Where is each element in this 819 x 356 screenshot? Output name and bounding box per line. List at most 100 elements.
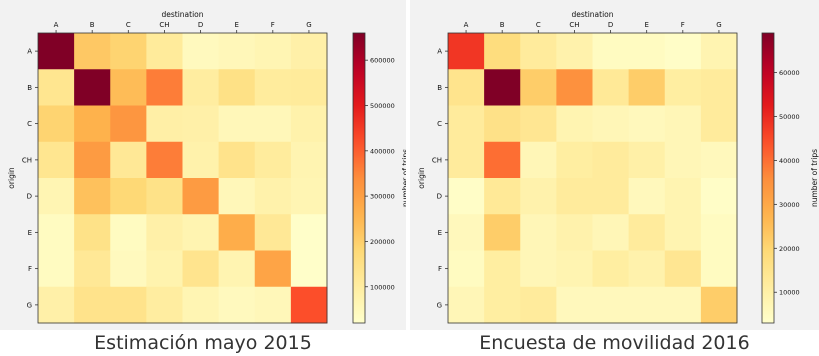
heatmap-cell <box>448 178 485 215</box>
heatmap-cell <box>290 286 328 324</box>
heatmap-cell <box>110 286 147 324</box>
y-tick-label: D <box>437 193 442 201</box>
heatmap-cell <box>290 178 328 215</box>
heatmap-cell <box>38 33 75 70</box>
heatmap-cell <box>484 214 521 251</box>
x-tick-label: A <box>54 21 59 29</box>
heatmap-cell <box>592 178 630 215</box>
heatmap-cell <box>556 178 593 215</box>
x-axis-label: destination <box>161 10 203 19</box>
heatmap-cell <box>74 105 111 143</box>
heatmap-cell <box>700 286 738 324</box>
heatmap-cell <box>254 178 292 215</box>
y-tick-label: F <box>438 265 442 273</box>
heatmap-cell <box>110 178 147 215</box>
heatmap-cell <box>218 178 256 215</box>
heatmap-cell <box>664 33 702 70</box>
caption-right: Encuesta de movilidad 2016 <box>479 332 750 354</box>
x-tick-label: D <box>608 21 613 29</box>
heatmap-cell <box>484 105 521 143</box>
y-tick-label: E <box>28 229 32 237</box>
colorbar-tick-label: 300000 <box>370 193 395 201</box>
heatmap-cell <box>484 141 521 179</box>
heatmap-cell <box>38 105 75 143</box>
heatmap-cell <box>254 69 292 106</box>
x-tick-label: D <box>198 21 203 29</box>
x-tick-label: F <box>271 21 275 29</box>
heatmap-cell <box>146 178 183 215</box>
x-tick-label: G <box>716 21 721 29</box>
heatmap-cell <box>700 141 738 179</box>
heatmap-cell <box>664 141 702 179</box>
x-tick-label: A <box>464 21 469 29</box>
heatmap-cell <box>146 250 183 288</box>
heatmap-cell <box>74 69 111 106</box>
heatmap-cell <box>110 214 147 251</box>
heatmap-cell <box>182 69 220 106</box>
heatmap-cell <box>700 105 738 143</box>
heatmap-cell <box>254 214 292 251</box>
heatmap-cell <box>218 250 256 288</box>
colorbar-tick-label: 20000 <box>779 245 800 253</box>
heatmap-cell <box>254 250 292 288</box>
colorbar <box>761 32 775 324</box>
heatmap-cell <box>290 69 328 106</box>
heatmap-cell <box>484 286 521 324</box>
heatmap-cell <box>628 250 666 288</box>
heatmap-cell <box>218 105 256 143</box>
heatmap-cell <box>254 141 292 179</box>
heatmap-cell <box>110 69 147 106</box>
colorbar-label: number of trips <box>810 149 819 207</box>
heatmap-cell <box>290 33 328 70</box>
x-tick-label: C <box>126 21 131 29</box>
heatmap-cell <box>520 214 557 251</box>
heatmap-cell <box>592 250 630 288</box>
y-tick-label: E <box>438 229 442 237</box>
y-tick-label: CH <box>22 156 32 164</box>
colorbar-tick-label: 40000 <box>779 157 800 165</box>
x-tick-label: E <box>644 21 648 29</box>
heatmap-cell <box>664 69 702 106</box>
heatmap-cell <box>110 105 147 143</box>
heatmap-cell <box>628 178 666 215</box>
colorbar-tick-label: 100000 <box>370 283 395 291</box>
heatmap-cell <box>592 33 630 70</box>
colorbar-tick-label: 10000 <box>779 289 800 297</box>
heatmap-cell <box>146 214 183 251</box>
y-tick-label: B <box>27 84 32 92</box>
heatmap-cell <box>628 33 666 70</box>
heatmap-cell <box>592 214 630 251</box>
heatmap-cell <box>254 33 292 70</box>
x-tick-label: CH <box>569 21 579 29</box>
colorbar-tick-label: 200000 <box>370 238 395 246</box>
colorbar-tick-label: 50000 <box>779 113 800 121</box>
heatmap-cell <box>700 33 738 70</box>
x-tick-label: C <box>536 21 541 29</box>
heatmap-cell <box>520 286 557 324</box>
heatmap-cell <box>74 286 111 324</box>
x-tick-label: E <box>234 21 238 29</box>
heatmap-cell <box>74 33 111 70</box>
heatmap-cell <box>484 33 521 70</box>
heatmap-cell <box>592 105 630 143</box>
heatmap-cell <box>38 214 75 251</box>
heatmap-cell <box>290 141 328 179</box>
y-tick-label: C <box>27 120 32 128</box>
heatmap-cell <box>182 141 220 179</box>
caption-left: Estimación mayo 2015 <box>94 332 312 354</box>
heatmap-cell <box>182 178 220 215</box>
colorbar <box>352 32 366 324</box>
y-tick-label: G <box>437 301 442 309</box>
heatmap-cell <box>556 33 593 70</box>
heatmap-cell <box>556 141 593 179</box>
heatmap-cell <box>290 250 328 288</box>
heatmap-cell <box>664 286 702 324</box>
heatmap-cell <box>146 286 183 324</box>
heatmap-cell <box>182 105 220 143</box>
heatmap-cell <box>628 141 666 179</box>
heatmap-cell <box>146 69 183 106</box>
heatmap-cell <box>254 105 292 143</box>
heatmap-cell <box>628 214 666 251</box>
heatmap-cell <box>110 250 147 288</box>
